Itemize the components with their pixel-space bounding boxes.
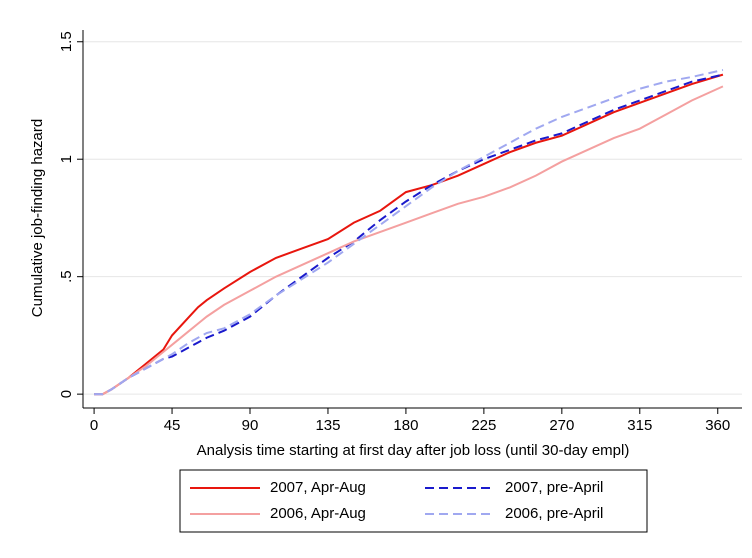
y-tick-label: .5 [58,270,75,283]
series-line [94,73,724,396]
x-tick-label: 225 [471,417,496,434]
x-tick-label: 180 [393,417,418,434]
legend-label: 2007, Apr-Aug [270,479,366,496]
x-tick-label: 360 [705,417,730,434]
x-tick-label: 315 [627,417,652,434]
y-tick-label: 0 [58,390,75,398]
series-line [94,85,724,396]
series-line [94,68,724,396]
x-tick-label: 90 [242,417,259,434]
legend-label: 2006, pre-April [505,505,603,522]
x-tick-label: 135 [315,417,340,434]
legend-label: 2006, Apr-Aug [270,505,366,522]
y-tick-label: 1.5 [58,31,75,52]
legend-label: 2007, pre-April [505,479,603,496]
y-tick-label: 1 [58,155,75,163]
x-tick-label: 270 [549,417,574,434]
x-tick-label: 0 [90,417,98,434]
y-axis-label: Cumulative job-finding hazard [29,119,46,317]
x-tick-label: 45 [164,417,181,434]
legend-box [179,469,648,533]
x-axis-label: Analysis time starting at first day afte… [197,442,630,459]
